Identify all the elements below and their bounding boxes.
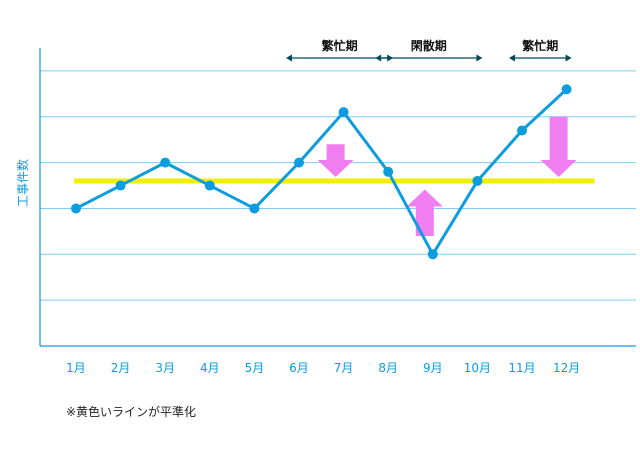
data-point	[427, 249, 438, 260]
period-annotations: 繁忙期 閑散期 繁忙期	[286, 38, 572, 62]
adjustment-arrows	[317, 116, 577, 236]
x-tick-label: 10月	[464, 361, 491, 375]
period-label: 繁忙期	[522, 38, 558, 53]
period-arrowhead-left	[286, 54, 292, 62]
x-tick-label: 1月	[66, 361, 86, 375]
period-arrowhead-left	[375, 54, 382, 62]
chart-note: ※黄色いラインが平準化	[66, 405, 197, 419]
period-arrowhead-right	[565, 54, 572, 62]
x-tick-label: 9月	[423, 361, 443, 375]
data-point	[249, 203, 260, 214]
adjustment-arrow-down	[317, 144, 354, 177]
x-tick-label: 5月	[245, 361, 265, 375]
period-arrowhead-right	[476, 54, 483, 62]
period-arrowhead-left	[509, 54, 515, 62]
data-point	[160, 157, 171, 168]
data-point	[204, 180, 215, 191]
grid-lines	[40, 70, 636, 301]
x-tick-label: 7月	[334, 361, 354, 375]
data-point	[71, 203, 81, 214]
adjustment-arrow-up	[406, 189, 443, 236]
x-tick-label: 6月	[289, 361, 309, 375]
data-point	[472, 175, 483, 186]
data-point	[338, 107, 349, 118]
x-tick-label: 12月	[553, 361, 580, 375]
x-tick-label: 2月	[111, 361, 131, 375]
x-tick-labels: 1月 2月 3月 4月 5月 6月 7月 8月 9月 10月 11月 12月	[66, 361, 580, 375]
period-label: 繁忙期	[322, 38, 358, 53]
adjustment-arrow-down	[540, 116, 577, 177]
period-label: 閑散期	[411, 38, 447, 53]
x-tick-label: 8月	[378, 361, 398, 375]
data-point	[115, 180, 126, 191]
data-point	[383, 166, 394, 177]
series-layer	[71, 84, 572, 260]
x-tick-label: 3月	[155, 361, 175, 375]
axes	[39, 48, 636, 347]
x-tick-label: 11月	[508, 361, 535, 375]
x-tick-label: 4月	[200, 361, 220, 375]
y-axis-label: 工事件数	[15, 159, 30, 207]
data-point	[517, 125, 527, 136]
data-point	[561, 84, 572, 95]
series-line	[75, 88, 568, 256]
data-point	[294, 157, 304, 168]
